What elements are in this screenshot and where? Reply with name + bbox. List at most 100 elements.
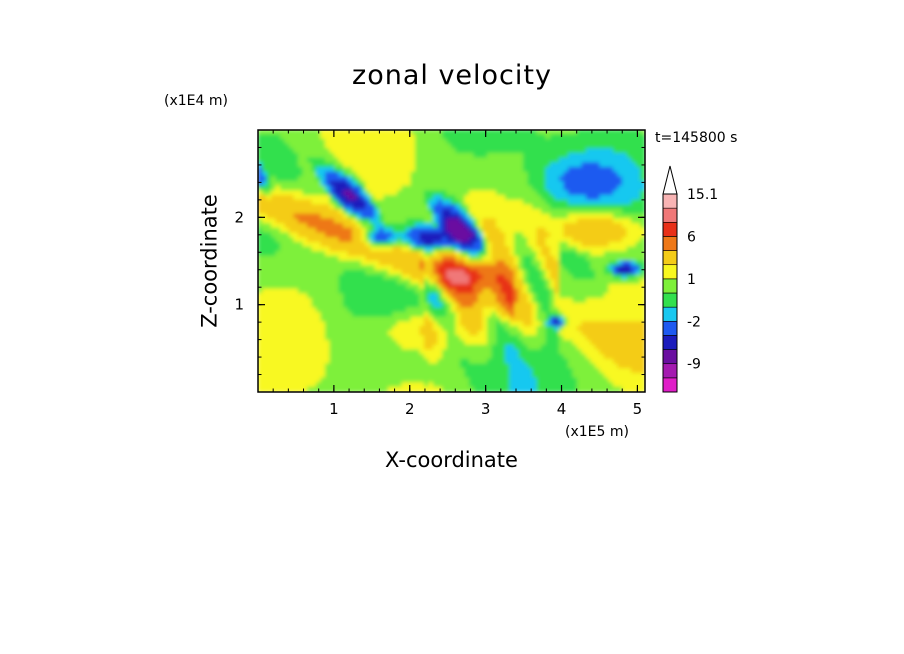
contour-cell [509, 255, 515, 262]
contour-cell [613, 195, 619, 201]
contour-cell [559, 311, 565, 318]
contour-cell [527, 335, 533, 342]
contour-cell [500, 302, 506, 309]
contour-cell [356, 209, 362, 215]
contour-cell [424, 279, 430, 285]
contour-cell [302, 190, 308, 196]
contour-cell [590, 349, 596, 356]
contour-cell [307, 130, 313, 136]
contour-cell [388, 316, 394, 323]
contour-cell [604, 157, 610, 164]
contour-cell [581, 326, 587, 332]
contour-cell [505, 162, 511, 168]
contour-cell [563, 232, 569, 239]
contour-cell [595, 232, 601, 239]
contour-cell [334, 279, 340, 285]
contour-cell [271, 372, 277, 379]
contour-cell [392, 279, 398, 285]
contour-cell [289, 307, 295, 313]
contour-cell [289, 143, 295, 150]
contour-cell [518, 363, 524, 370]
contour-cell [545, 302, 551, 309]
contour-cell [608, 307, 614, 313]
contour-cell [392, 269, 398, 276]
contour-cell [487, 199, 493, 206]
contour-cell [334, 162, 340, 168]
contour-cell [451, 316, 457, 323]
contour-cell [271, 260, 277, 267]
contour-cell [428, 321, 434, 327]
contour-cell [325, 311, 331, 318]
contour-cell [289, 279, 295, 285]
contour-cell [284, 162, 290, 168]
contour-cell [568, 386, 574, 392]
contour-cell [374, 251, 380, 257]
contour-cell [433, 297, 439, 304]
contour-cell [581, 130, 587, 136]
contour-cell [460, 372, 466, 379]
contour-cell [536, 130, 542, 136]
y-tick-label: 2 [234, 208, 244, 226]
contour-cell [599, 297, 605, 304]
contour-cell [338, 377, 344, 384]
contour-cell [640, 143, 645, 150]
contour-cell [572, 195, 578, 201]
contour-cell [532, 386, 538, 392]
contour-cell [523, 195, 529, 201]
contour-cell [473, 297, 479, 304]
contour-cell [298, 180, 304, 187]
contour-cell [536, 171, 542, 178]
contour-cell [284, 274, 290, 281]
contour-cell [388, 180, 394, 187]
contour-cell [559, 190, 565, 196]
contour-cell [559, 293, 565, 299]
contour-cell [505, 326, 511, 332]
contour-cell [437, 344, 443, 351]
contour-cell [370, 297, 376, 304]
contour-cell [401, 283, 407, 290]
contour-cell [311, 297, 317, 304]
contour-cell [581, 382, 587, 388]
contour-cell [622, 354, 628, 360]
contour-cell [536, 148, 542, 154]
contour-cell [514, 372, 520, 379]
contour-cell [536, 358, 542, 365]
contour-cell [365, 143, 371, 150]
contour-cell [518, 377, 524, 384]
contour-cell [608, 302, 614, 309]
contour-cell [401, 377, 407, 384]
contour-cell [563, 386, 569, 392]
contour-cell [563, 311, 569, 318]
contour-cell [527, 195, 533, 201]
contour-cell [302, 171, 308, 178]
contour-cell [424, 218, 430, 225]
contour-cell [482, 148, 488, 154]
contour-cell [631, 157, 637, 164]
contour-cell [266, 269, 272, 276]
contour-cell [572, 311, 578, 318]
contour-cell [352, 297, 358, 304]
contour-cell [446, 223, 452, 229]
contour-cell [518, 223, 524, 229]
contour-cell [451, 335, 457, 342]
contour-cell [572, 232, 578, 239]
contour-cell [370, 274, 376, 281]
contour-cell [320, 311, 326, 318]
contour-cell [289, 237, 295, 243]
contour-cell [347, 223, 353, 229]
contour-cell [284, 232, 290, 239]
contour-cell [509, 330, 515, 337]
contour-cell [320, 190, 326, 196]
contour-cell [401, 358, 407, 365]
contour-cell [464, 138, 470, 145]
contour-cell [590, 190, 596, 196]
contour-cell [302, 251, 308, 257]
contour-cell [559, 199, 565, 206]
contour-cell [307, 143, 313, 150]
contour-cell [509, 237, 515, 243]
contour-cell [469, 180, 475, 187]
contour-cell [460, 227, 466, 234]
contour-cell [460, 138, 466, 145]
contour-cell [424, 265, 430, 271]
contour-cell [527, 246, 533, 253]
